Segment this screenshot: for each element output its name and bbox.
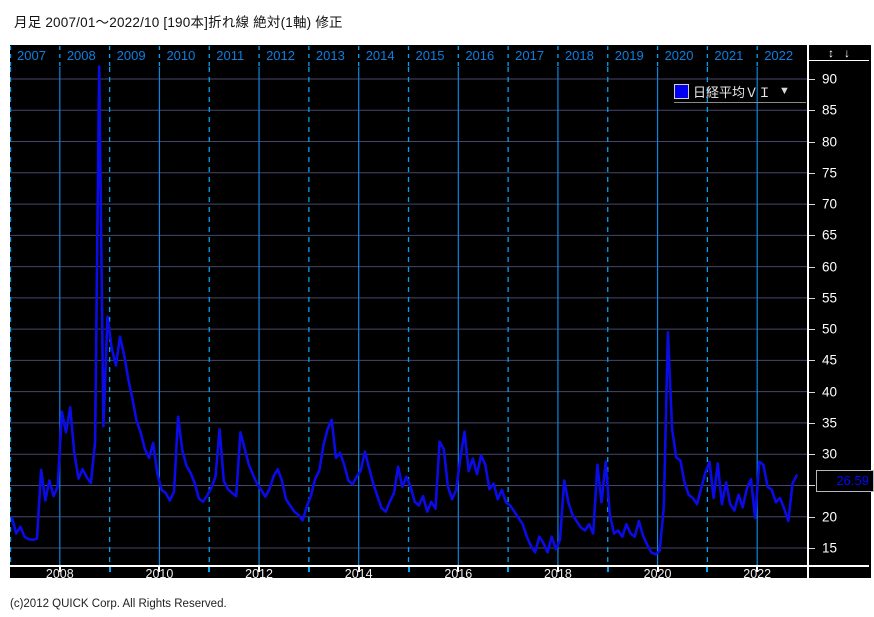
series-line bbox=[10, 65, 798, 556]
chart-title: 月足 2007/01～2022/10 [190本]折れ線 絶対(1軸) 修正 bbox=[14, 15, 343, 30]
x-axis-tick bbox=[606, 567, 609, 572]
x-axis-tick bbox=[706, 567, 709, 572]
y-axis-tick bbox=[809, 297, 815, 299]
y-axis-tick-label: 15 bbox=[822, 540, 838, 556]
y-axis-tick bbox=[809, 485, 815, 487]
x-axis-tick bbox=[407, 567, 410, 572]
y-axis-tick-label: 45 bbox=[822, 352, 838, 368]
year-label: 2008 bbox=[66, 48, 96, 63]
year-label: 2022 bbox=[764, 48, 794, 63]
x-axis-tick bbox=[656, 567, 659, 572]
chart-container: 2007 2008 2009 2010 2011 2012 2013 2014 2015 2016… bbox=[10, 45, 874, 581]
plot-area[interactable] bbox=[10, 45, 807, 565]
y-axis-tick-label: 40 bbox=[822, 384, 838, 400]
y-axis-tick-label: 20 bbox=[822, 509, 838, 525]
y-axis-tick bbox=[809, 454, 815, 456]
chevron-down-icon[interactable]: ▼ bbox=[779, 85, 790, 97]
x-axis-tick bbox=[108, 567, 111, 572]
y-axis-tick-label: 70 bbox=[822, 196, 838, 212]
x-axis-label: 2016 bbox=[444, 567, 473, 581]
y-axis-tick bbox=[809, 329, 815, 331]
x-axis-label: 2014 bbox=[344, 567, 373, 581]
y-axis-tick bbox=[809, 360, 815, 362]
y-axis-tick bbox=[809, 172, 815, 174]
x-axis-label: 2018 bbox=[544, 567, 572, 581]
x-axis-tick bbox=[208, 567, 211, 572]
x-axis-tick bbox=[457, 567, 460, 572]
y-axis-tick bbox=[809, 516, 815, 518]
axis-toolbar: ↕ ↓ bbox=[809, 45, 869, 61]
year-label: 2014 bbox=[365, 48, 395, 63]
y-axis-tick-label: 75 bbox=[822, 165, 838, 181]
y-axis-tick-label: 65 bbox=[822, 227, 838, 243]
y-axis-tick-label: 90 bbox=[822, 71, 838, 87]
year-label: 2015 bbox=[415, 48, 445, 63]
y-axis-tick bbox=[809, 266, 815, 268]
x-axis-tick bbox=[556, 567, 559, 572]
year-label: 2021 bbox=[714, 48, 744, 63]
x-axis-label: 2010 bbox=[145, 567, 174, 581]
x-axis-tick bbox=[357, 567, 360, 572]
y-axis-tick bbox=[809, 391, 815, 393]
x-axis-label: 2022 bbox=[743, 567, 772, 581]
series-swatch-icon bbox=[674, 83, 689, 99]
x-axis-tick bbox=[307, 567, 310, 572]
y-axis-tick bbox=[809, 422, 815, 424]
x-axis-tick bbox=[158, 567, 161, 572]
year-label: 2017 bbox=[515, 48, 545, 63]
arrow-down-icon[interactable]: ↓ bbox=[844, 45, 850, 60]
year-label: 2010 bbox=[166, 48, 196, 63]
x-axis-line bbox=[10, 565, 869, 567]
x-axis-tick bbox=[58, 567, 61, 572]
y-axis-tick-label: 55 bbox=[822, 290, 838, 306]
copyright-text: (c)2012 QUICK Corp. All Rights Reserved. bbox=[10, 598, 227, 610]
year-label: 2018 bbox=[564, 48, 594, 63]
y-axis-tick bbox=[809, 235, 815, 237]
x-axis-tick bbox=[756, 567, 759, 572]
current-value-badge: 26.59 bbox=[816, 470, 874, 492]
year-label: 2019 bbox=[614, 48, 644, 63]
year-label: 2012 bbox=[266, 48, 295, 63]
year-label: 2016 bbox=[465, 48, 495, 63]
series-legend[interactable]: 日経平均ＶＩ ▼ bbox=[674, 80, 806, 103]
y-axis-tick bbox=[809, 547, 815, 549]
x-axis-label: 2020 bbox=[643, 567, 672, 581]
x-axis-label: 2012 bbox=[245, 567, 273, 581]
year-label: 2011 bbox=[216, 48, 245, 63]
x-axis-label: 2008 bbox=[45, 567, 74, 581]
y-axis-tick bbox=[809, 204, 815, 206]
y-axis-tick bbox=[809, 110, 815, 112]
y-axis-tick-label: 30 bbox=[822, 446, 838, 462]
y-axis-tick bbox=[809, 141, 815, 143]
x-axis-tick bbox=[258, 567, 261, 572]
x-axis-tick bbox=[507, 567, 510, 572]
y-axis: ↕ ↓ 90858075706560555045403530252015 bbox=[807, 45, 871, 578]
resize-vertical-icon[interactable]: ↕ bbox=[828, 45, 834, 60]
y-axis-tick-label: 60 bbox=[822, 259, 838, 275]
series-legend-label: 日経平均ＶＩ bbox=[693, 84, 772, 100]
year-label: 2007 bbox=[17, 48, 46, 63]
y-axis-tick bbox=[809, 79, 815, 80]
year-label: 2009 bbox=[116, 48, 146, 63]
y-axis-tick-label: 35 bbox=[822, 415, 838, 431]
y-axis-tick-label: 80 bbox=[822, 134, 838, 150]
y-axis-tick-label: 50 bbox=[822, 321, 838, 337]
y-axis-tick-label: 85 bbox=[822, 102, 838, 118]
year-label: 2020 bbox=[664, 48, 694, 63]
year-label: 2013 bbox=[315, 48, 345, 63]
